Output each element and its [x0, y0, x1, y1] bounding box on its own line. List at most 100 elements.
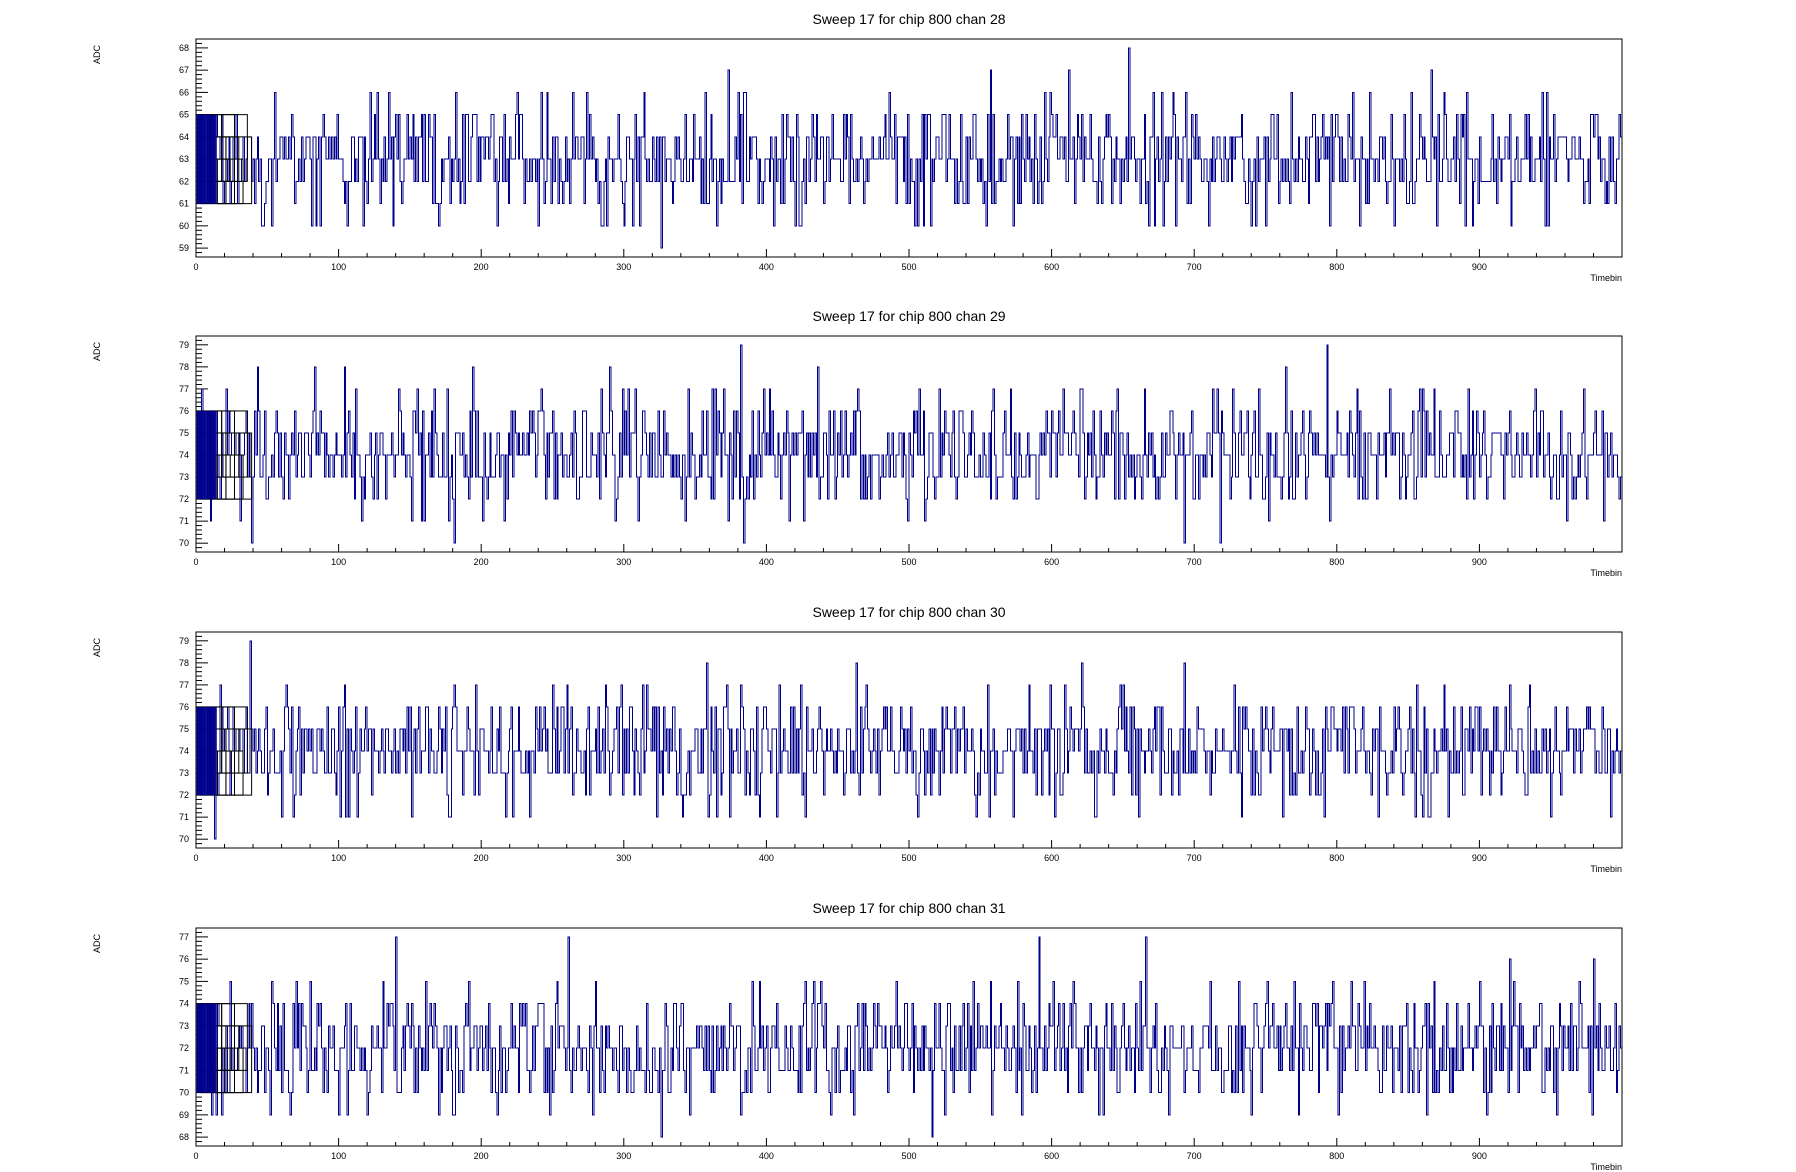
x-tick-label: 500 — [901, 262, 916, 272]
y-tick-label: 70 — [179, 1088, 189, 1098]
x-tick-label: 0 — [193, 1151, 198, 1161]
y-tick-label: 73 — [179, 1021, 189, 1031]
y-tick-label: 70 — [179, 834, 189, 844]
y-tick-label: 72 — [179, 494, 189, 504]
start-cluster — [195, 114, 253, 205]
chart-panel-1: Sweep 17 for chip 800 chan 29 ADC Timebin 7… — [92, 308, 1623, 578]
x-tick-label: 0 — [193, 557, 198, 567]
y-tick-label: 68 — [179, 43, 189, 53]
y-tick-label: 71 — [179, 812, 189, 822]
x-axis-label: Timebin — [1590, 1162, 1622, 1172]
start-cluster-box — [225, 136, 253, 205]
x-tick-label: 600 — [1044, 853, 1059, 863]
y-tick-label: 63 — [179, 154, 189, 164]
x-tick-label: 700 — [1187, 853, 1202, 863]
x-axis-label: Timebin — [1590, 273, 1622, 283]
chart-panel-0: Sweep 17 for chip 800 chan 28 ADC Timebin 5… — [92, 11, 1623, 283]
chart-title: Sweep 17 for chip 800 chan 31 — [812, 900, 1005, 916]
y-tick-label: 74 — [179, 746, 189, 756]
x-tick-label: 400 — [759, 1151, 774, 1161]
y-tick-label: 60 — [179, 221, 189, 231]
y-tick-label: 67 — [179, 65, 189, 75]
x-tick-label: 600 — [1044, 1151, 1059, 1161]
adc-trace-series — [196, 47, 1622, 249]
x-tick-label: 900 — [1472, 1151, 1487, 1161]
y-tick-label: 72 — [179, 1043, 189, 1053]
x-tick-label: 600 — [1044, 557, 1059, 567]
x-tick-label: 200 — [474, 1151, 489, 1161]
x-tick-label: 300 — [616, 1151, 631, 1161]
y-tick-label: 66 — [179, 87, 189, 97]
y-tick-label: 78 — [179, 658, 189, 668]
x-tick-label: 700 — [1187, 1151, 1202, 1161]
adc-trace-series — [196, 936, 1622, 1138]
y-tick-label: 75 — [179, 724, 189, 734]
x-tick-label: 800 — [1329, 1151, 1344, 1161]
y-tick-label: 71 — [179, 1065, 189, 1075]
y-tick-label: 79 — [179, 636, 189, 646]
x-tick-label: 400 — [759, 557, 774, 567]
y-axis-label: ADC — [92, 934, 102, 954]
y-tick-label: 62 — [179, 176, 189, 186]
start-cluster-box — [225, 728, 253, 796]
start-cluster-box — [225, 432, 253, 500]
y-axis-label: ADC — [92, 45, 102, 65]
y-tick-label: 59 — [179, 243, 189, 253]
y-tick-label: 72 — [179, 790, 189, 800]
x-tick-label: 100 — [331, 557, 346, 567]
start-cluster — [195, 706, 253, 796]
y-tick-label: 76 — [179, 702, 189, 712]
y-tick-label: 75 — [179, 976, 189, 986]
x-tick-label: 300 — [616, 853, 631, 863]
x-tick-label: 700 — [1187, 557, 1202, 567]
y-tick-label: 77 — [179, 680, 189, 690]
x-tick-label: 500 — [901, 557, 916, 567]
x-tick-label: 900 — [1472, 262, 1487, 272]
y-tick-label: 76 — [179, 954, 189, 964]
x-tick-label: 200 — [474, 853, 489, 863]
y-tick-label: 73 — [179, 472, 189, 482]
start-cluster-box — [221, 706, 248, 774]
y-axis-label: ADC — [92, 342, 102, 362]
x-tick-label: 800 — [1329, 557, 1344, 567]
x-tick-label: 0 — [193, 262, 198, 272]
chart-panel-3: Sweep 17 for chip 800 chan 31 ADC Timebin 6… — [92, 900, 1623, 1172]
x-axis-label: Timebin — [1590, 864, 1622, 874]
y-tick-label: 73 — [179, 768, 189, 778]
start-cluster — [195, 1003, 253, 1094]
x-tick-label: 0 — [193, 853, 198, 863]
y-tick-label: 69 — [179, 1110, 189, 1120]
start-cluster-box — [221, 1003, 248, 1071]
start-cluster-box — [221, 410, 248, 478]
x-tick-label: 200 — [474, 262, 489, 272]
x-tick-label: 300 — [616, 557, 631, 567]
x-tick-label: 100 — [331, 1151, 346, 1161]
start-cluster-box — [221, 114, 248, 182]
x-tick-label: 600 — [1044, 262, 1059, 272]
x-tick-label: 300 — [616, 262, 631, 272]
chart-title: Sweep 17 for chip 800 chan 28 — [812, 11, 1005, 27]
x-tick-label: 100 — [331, 262, 346, 272]
y-tick-label: 75 — [179, 428, 189, 438]
x-tick-label: 400 — [759, 853, 774, 863]
chart-title: Sweep 17 for chip 800 chan 29 — [812, 308, 1005, 324]
x-tick-label: 500 — [901, 1151, 916, 1161]
y-tick-label: 74 — [179, 450, 189, 460]
x-tick-label: 100 — [331, 853, 346, 863]
y-tick-label: 65 — [179, 110, 189, 120]
y-tick-label: 61 — [179, 199, 189, 209]
adc-trace-series — [196, 344, 1622, 544]
y-axis-label: ADC — [92, 638, 102, 658]
y-tick-label: 76 — [179, 406, 189, 416]
x-tick-label: 800 — [1329, 262, 1344, 272]
adc-trace-series — [196, 640, 1622, 840]
x-tick-label: 500 — [901, 853, 916, 863]
y-tick-label: 68 — [179, 1132, 189, 1142]
x-tick-label: 800 — [1329, 853, 1344, 863]
y-tick-label: 71 — [179, 516, 189, 526]
y-tick-label: 79 — [179, 340, 189, 350]
x-tick-label: 200 — [474, 557, 489, 567]
y-tick-label: 77 — [179, 384, 189, 394]
y-tick-label: 74 — [179, 999, 189, 1009]
